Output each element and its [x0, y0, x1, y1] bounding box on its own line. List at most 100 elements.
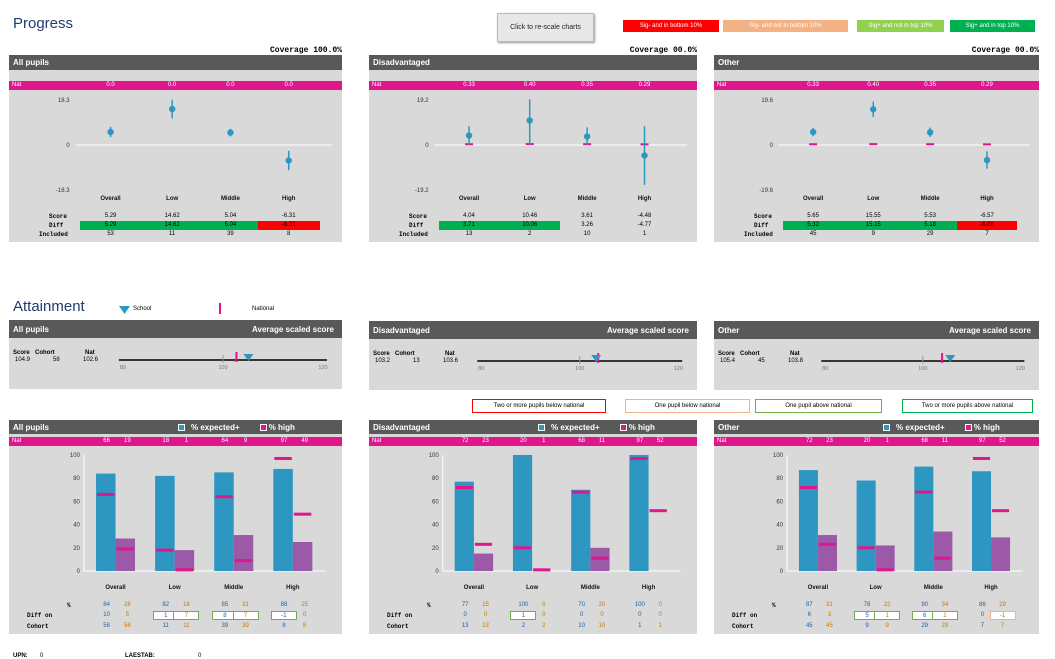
x-tick-label: 100 [218, 365, 227, 371]
national-expected-marker [857, 546, 875, 550]
expected-legend-label: % expected+ [551, 422, 600, 432]
scaled-score-chart: 80 100 120 [821, 353, 1025, 372]
nat-value: 97 [636, 438, 644, 444]
pct-value: 18 [183, 602, 190, 608]
pct-value: 87 [805, 602, 813, 608]
rescale-button[interactable]: Click to re-scale charts [497, 13, 594, 42]
pct-value: 86 [979, 602, 986, 608]
pct-value: 34 [941, 602, 949, 608]
school-point [168, 105, 176, 113]
scaled-score-chart: 80 100 120 [118, 352, 328, 371]
high-bar [933, 531, 953, 571]
nat-value: 102.6 [83, 357, 99, 363]
y-tick-label: 20 [432, 546, 439, 552]
score-value: -4.48 [637, 213, 652, 219]
nat-value: 103.8 [788, 358, 804, 364]
national-high-marker [175, 568, 194, 572]
expected-legend-swatch [883, 423, 890, 431]
school-point [983, 156, 991, 164]
pct-value: 25 [301, 602, 308, 608]
scaled-panel-name: Other [718, 325, 740, 335]
school-marker [243, 354, 254, 361]
scaled-score-panel: Other Average scaled score Score Cohort Nat 1… [714, 321, 1039, 390]
category-label: Low [870, 585, 882, 591]
attainment-panel: Disadvantaged% expected+% high Nat 72 23 20 1… [369, 420, 697, 634]
scaled-score-panel: Disadvantaged Average scaled score Score Co… [369, 321, 697, 390]
nat-value: 49 [301, 438, 308, 444]
y-tick-label: 100 [429, 453, 440, 459]
scaled-score-panel: All pupils Average scaled score Score Cohor… [9, 320, 342, 389]
pct-value: 100 [634, 602, 645, 608]
diff-value: 0 [302, 612, 307, 618]
nat-value: 0.35 [924, 82, 936, 88]
score-value: 105.4 [720, 358, 736, 364]
category-label: Overall [803, 196, 824, 202]
included-value: 53 [107, 231, 114, 237]
school-point [285, 157, 292, 164]
nat-value: 68 [578, 438, 585, 444]
included-row-label: Included [399, 231, 428, 238]
progress-panel-header: All pupils [9, 55, 342, 70]
score-row-label: Score [754, 213, 773, 220]
high-legend-swatch [964, 423, 972, 431]
pct-value: 15 [482, 602, 489, 608]
diff-value: 0 [980, 612, 985, 618]
diff-value: 0 [542, 612, 546, 618]
attainment-panel: All pupils % expected+ % high Nat 66 19 18 1 64 9… [9, 420, 342, 634]
category-label: Middle [924, 585, 944, 591]
diff-value: 7 [232, 611, 259, 620]
nat-value: 52 [999, 438, 1006, 444]
progress-panel: Other Nat 0.33 0.40 0.35 0.29 19.6 0 -19.6 Overal… [714, 55, 1039, 242]
scaled-panel-subtitle: Average scaled score [607, 325, 689, 335]
national-expected-marker [799, 485, 817, 489]
pct-value: 0 [542, 602, 546, 608]
diff-value: -4.77 [637, 222, 652, 228]
upn-label: UPN: [13, 653, 28, 659]
high-legend-swatch [619, 423, 627, 431]
category-label: Overall [105, 585, 126, 591]
included-value: 9 [871, 231, 875, 237]
category-label: High [984, 585, 998, 591]
category-label: Overall [808, 585, 829, 591]
nat-value: 64 [221, 438, 229, 444]
cohort-value: 13 [413, 358, 420, 364]
category-label: High [286, 585, 300, 591]
nat-value: 0.40 [523, 82, 536, 88]
cohort-value: 2 [542, 623, 546, 629]
y-tick-label: 40 [776, 523, 783, 529]
y-tick-label: 100 [70, 453, 81, 459]
diff-value: -1 [270, 611, 297, 620]
diff-value: 0 [483, 612, 488, 618]
school-point [227, 129, 234, 136]
cohort-value: 1 [638, 623, 642, 629]
pct-value: 84 [103, 602, 110, 608]
cohort-value: 13 [461, 623, 469, 629]
diff-row-label: Diff [409, 222, 424, 229]
category-label: Low [169, 585, 181, 591]
score-row-label: Score [49, 213, 68, 220]
diff-value: 7 [173, 611, 200, 620]
high-legend-label: % high [268, 422, 295, 432]
expected-bar [512, 455, 533, 571]
y-tick-label: -18.3 [56, 188, 70, 194]
high-bar [991, 537, 1011, 571]
pct-value: 78 [863, 602, 871, 608]
national-high-marker [649, 509, 667, 513]
diff-row-label: Diff on [387, 612, 413, 619]
y-tick-label: -19.6 [759, 188, 773, 194]
expected-bar [629, 455, 649, 571]
y-tick-label: 60 [776, 499, 783, 505]
scaled-panel-header: Disadvantaged Average scaled score [369, 321, 697, 339]
coverage-label: Coverage 00.0% [971, 46, 1039, 55]
y-tick-label: 80 [776, 476, 783, 482]
national-marker [941, 353, 944, 363]
legend-school-label: School [133, 306, 152, 312]
pct-row-label: % [67, 602, 71, 609]
nat-value: 0.40 [867, 82, 880, 88]
cohort-value: 39 [221, 623, 229, 629]
diff-value: 5.18 [900, 221, 961, 230]
nat-label: Nat [445, 351, 455, 357]
nat-value: 11 [598, 438, 606, 444]
cohort-value: 13 [482, 623, 489, 629]
diff-row-label: Diff [754, 222, 769, 229]
